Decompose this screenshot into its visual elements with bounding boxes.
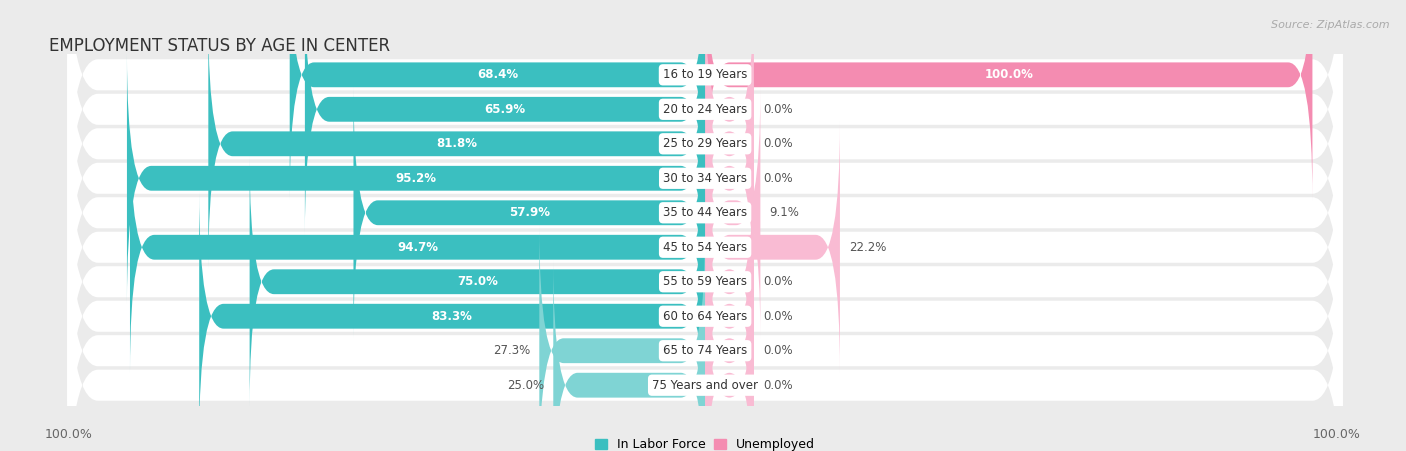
Text: 65.9%: 65.9% <box>485 103 526 116</box>
FancyBboxPatch shape <box>250 156 706 407</box>
Text: 35 to 44 Years: 35 to 44 Years <box>664 206 747 219</box>
Text: 0.0%: 0.0% <box>763 103 793 116</box>
Text: 22.2%: 22.2% <box>849 241 886 254</box>
FancyBboxPatch shape <box>67 90 1343 404</box>
Text: Source: ZipAtlas.com: Source: ZipAtlas.com <box>1271 20 1389 30</box>
FancyBboxPatch shape <box>706 87 761 338</box>
FancyBboxPatch shape <box>540 225 706 451</box>
Text: 0.0%: 0.0% <box>763 310 793 323</box>
FancyBboxPatch shape <box>67 125 1343 439</box>
FancyBboxPatch shape <box>554 260 706 451</box>
Text: 25.0%: 25.0% <box>508 379 544 392</box>
Text: 55 to 59 Years: 55 to 59 Years <box>664 275 747 288</box>
FancyBboxPatch shape <box>706 225 754 451</box>
Text: 45 to 54 Years: 45 to 54 Years <box>664 241 747 254</box>
FancyBboxPatch shape <box>305 0 706 235</box>
FancyBboxPatch shape <box>67 0 1343 232</box>
FancyBboxPatch shape <box>127 53 706 304</box>
FancyBboxPatch shape <box>129 122 706 373</box>
Text: 95.2%: 95.2% <box>395 172 436 185</box>
FancyBboxPatch shape <box>67 21 1343 335</box>
Text: 94.7%: 94.7% <box>396 241 439 254</box>
Text: 100.0%: 100.0% <box>984 68 1033 81</box>
Text: 68.4%: 68.4% <box>477 68 517 81</box>
FancyBboxPatch shape <box>208 18 706 269</box>
FancyBboxPatch shape <box>67 0 1343 266</box>
FancyBboxPatch shape <box>67 228 1343 451</box>
FancyBboxPatch shape <box>290 0 706 200</box>
FancyBboxPatch shape <box>706 0 1312 200</box>
Text: 0.0%: 0.0% <box>763 379 793 392</box>
Text: 0.0%: 0.0% <box>763 172 793 185</box>
FancyBboxPatch shape <box>67 194 1343 451</box>
Text: EMPLOYMENT STATUS BY AGE IN CENTER: EMPLOYMENT STATUS BY AGE IN CENTER <box>49 37 391 55</box>
FancyBboxPatch shape <box>200 191 706 442</box>
Text: 0.0%: 0.0% <box>763 275 793 288</box>
FancyBboxPatch shape <box>67 56 1343 370</box>
Text: 25 to 29 Years: 25 to 29 Years <box>664 137 747 150</box>
Text: 16 to 19 Years: 16 to 19 Years <box>662 68 748 81</box>
FancyBboxPatch shape <box>706 260 754 451</box>
Text: 75 Years and over: 75 Years and over <box>652 379 758 392</box>
Text: 65 to 74 Years: 65 to 74 Years <box>664 344 747 357</box>
FancyBboxPatch shape <box>67 159 1343 451</box>
Text: 83.3%: 83.3% <box>432 310 472 323</box>
Text: 75.0%: 75.0% <box>457 275 498 288</box>
Text: 30 to 34 Years: 30 to 34 Years <box>664 172 747 185</box>
Text: 9.1%: 9.1% <box>769 206 800 219</box>
FancyBboxPatch shape <box>67 0 1343 301</box>
Text: 0.0%: 0.0% <box>763 344 793 357</box>
FancyBboxPatch shape <box>706 0 754 235</box>
FancyBboxPatch shape <box>353 87 706 338</box>
Legend: In Labor Force, Unemployed: In Labor Force, Unemployed <box>591 433 820 451</box>
Text: 100.0%: 100.0% <box>45 428 93 441</box>
FancyBboxPatch shape <box>706 18 754 269</box>
Text: 81.8%: 81.8% <box>436 137 477 150</box>
FancyBboxPatch shape <box>706 191 754 442</box>
Text: 100.0%: 100.0% <box>1313 428 1361 441</box>
Text: 20 to 24 Years: 20 to 24 Years <box>664 103 747 116</box>
Text: 57.9%: 57.9% <box>509 206 550 219</box>
FancyBboxPatch shape <box>706 53 754 304</box>
Text: 27.3%: 27.3% <box>494 344 530 357</box>
FancyBboxPatch shape <box>706 156 754 407</box>
FancyBboxPatch shape <box>706 122 839 373</box>
Text: 0.0%: 0.0% <box>763 137 793 150</box>
Text: 60 to 64 Years: 60 to 64 Years <box>664 310 747 323</box>
